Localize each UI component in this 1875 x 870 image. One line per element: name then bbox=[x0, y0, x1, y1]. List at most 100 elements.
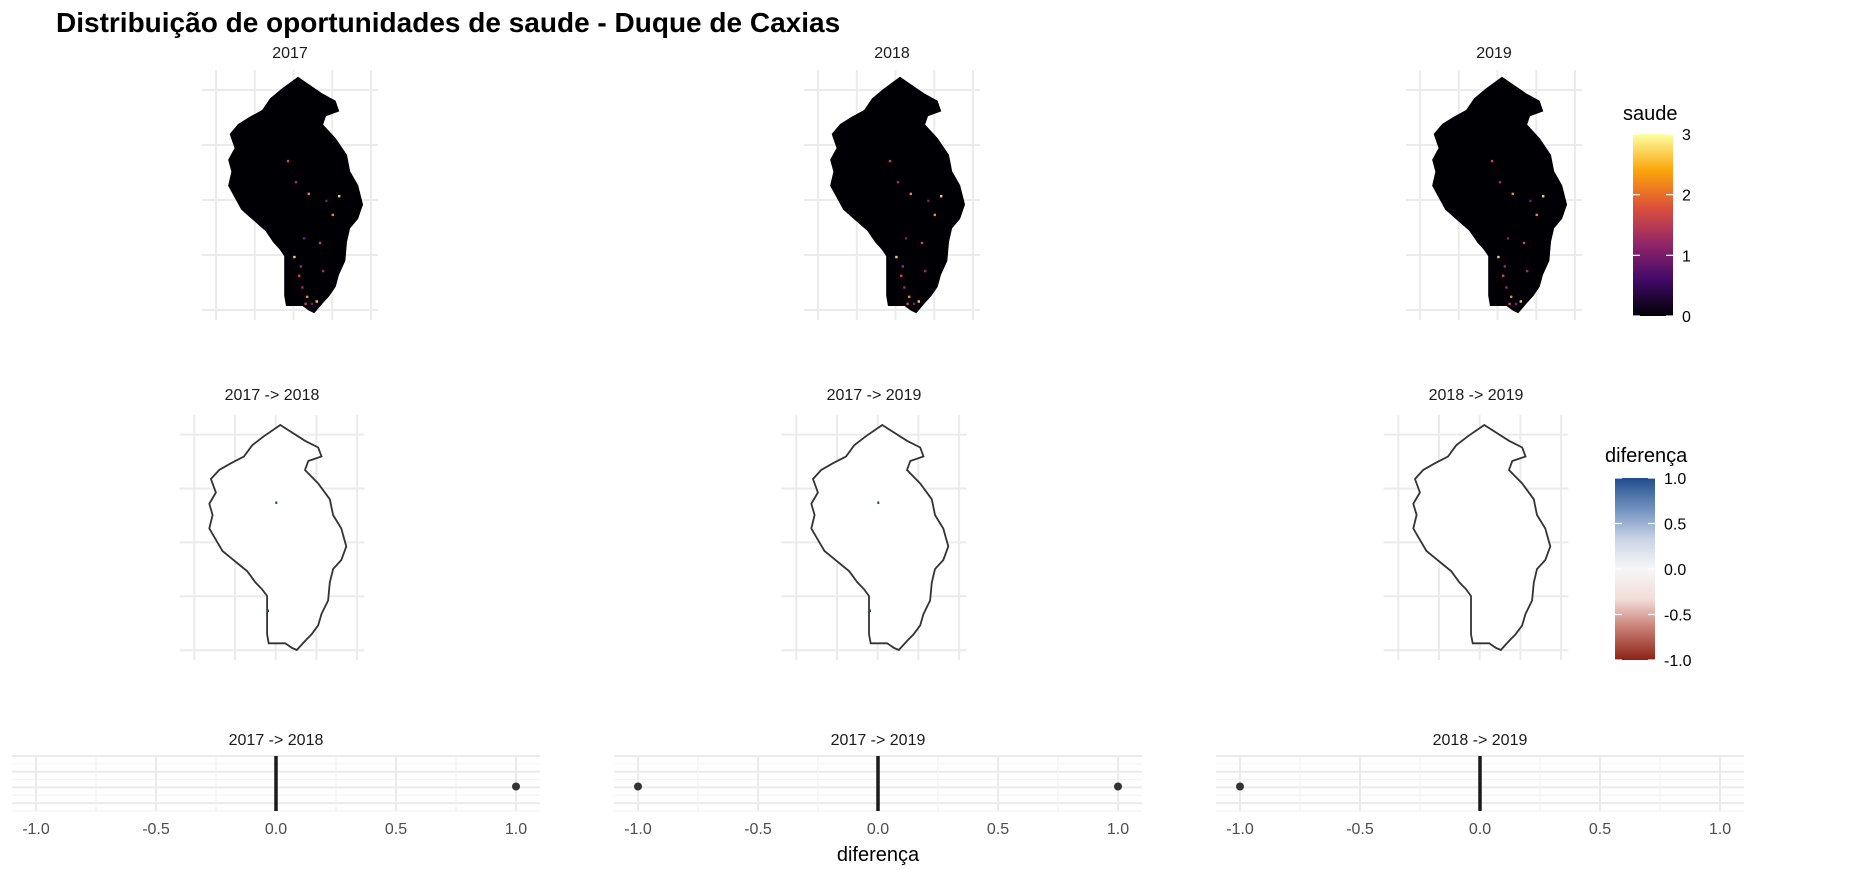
map-hotspot bbox=[901, 265, 904, 268]
strip-panel-title: 2018 -> 2019 bbox=[1433, 732, 1528, 749]
diff-region-outline bbox=[1412, 423, 1552, 652]
strip-x-tick-label: 0.5 bbox=[1589, 821, 1611, 838]
map-hotspot bbox=[920, 241, 924, 245]
map-hotspot bbox=[1505, 286, 1508, 289]
map-hotspot bbox=[286, 159, 290, 163]
map-hotspot bbox=[1508, 302, 1511, 306]
diff-mark bbox=[275, 501, 278, 504]
strip-panel-2017 -> 2018: 2017 -> 2018 -1.0 -0.5 0.0 0.5 1.0 bbox=[12, 732, 540, 838]
map-hotspot bbox=[1510, 295, 1513, 299]
map-hotspot bbox=[307, 192, 310, 196]
legend-diferenca-title: diferença bbox=[1605, 445, 1688, 467]
map-hotspot bbox=[1503, 265, 1506, 268]
map-hotspot bbox=[293, 255, 296, 259]
legend-diferenca-tick-label: 0.0 bbox=[1664, 562, 1686, 579]
map-hotspot bbox=[1522, 241, 1526, 245]
map-hotspot bbox=[1498, 180, 1502, 184]
strip-x-tick-label: 1.0 bbox=[1709, 821, 1731, 838]
strip-point bbox=[634, 782, 642, 791]
map-hotspot bbox=[1506, 237, 1510, 240]
map-hotspot bbox=[940, 195, 943, 198]
map-facet-title: 2019 bbox=[1476, 45, 1512, 62]
legend-saude-tick-label: 2 bbox=[1682, 188, 1691, 205]
map-facet-title: 2017 bbox=[272, 45, 308, 62]
diff-facet-2017 -> 2019: 2017 -> 2019 bbox=[781, 387, 967, 660]
map-hotspot bbox=[338, 195, 341, 198]
diff-mark bbox=[877, 501, 880, 504]
strip-x-tick-label: 0.0 bbox=[867, 821, 889, 838]
map-hotspot bbox=[302, 237, 306, 240]
map-hotspot bbox=[1514, 302, 1518, 306]
map-hotspot bbox=[294, 180, 298, 184]
strip-panel-title: 2017 -> 2019 bbox=[831, 732, 926, 749]
map-hotspot bbox=[322, 269, 325, 273]
diff-facet-2017 -> 2018: 2017 -> 2018 bbox=[179, 387, 365, 660]
map-hotspot bbox=[924, 269, 927, 273]
legend-saude-colorbar bbox=[1633, 134, 1673, 316]
diff-facet-2018 -> 2019: 2018 -> 2019 bbox=[1383, 387, 1569, 660]
map-row: 2017 2018 2019 bbox=[202, 45, 1582, 320]
map-hotspot bbox=[912, 302, 916, 306]
strip-x-tick-label: 1.0 bbox=[1107, 821, 1129, 838]
strip-x-tick-label: 1.0 bbox=[505, 821, 527, 838]
map-hotspot bbox=[927, 199, 930, 203]
map-hotspot bbox=[908, 295, 911, 299]
map-hotspot bbox=[1497, 255, 1500, 259]
map-hotspot bbox=[933, 213, 936, 217]
legend-saude-tick-label: 1 bbox=[1682, 248, 1691, 265]
map-hotspot bbox=[1502, 274, 1505, 277]
legend-diferenca-tick-label: 1.0 bbox=[1664, 471, 1686, 488]
map-region-shape bbox=[228, 76, 364, 314]
strip-x-tick-label: -0.5 bbox=[1346, 821, 1374, 838]
strip-x-axis-title: diferença bbox=[837, 844, 920, 866]
legend-saude-tick-label: 3 bbox=[1682, 127, 1691, 144]
strip-x-tick-label: -1.0 bbox=[624, 821, 652, 838]
chart-title: Distribuição de oportunidades de saude -… bbox=[56, 7, 840, 38]
map-facet-title: 2018 bbox=[874, 45, 910, 62]
legend-diferenca-tick-label: -0.5 bbox=[1664, 608, 1692, 625]
diff-facet-title: 2017 -> 2019 bbox=[827, 387, 922, 404]
diff-region-outline bbox=[208, 423, 348, 652]
map-hotspot bbox=[888, 159, 892, 163]
map-facet-2017: 2017 bbox=[202, 45, 378, 320]
map-hotspot bbox=[906, 302, 909, 306]
difference-map-row: 2017 -> 2018 2017 -> 2019 2018 -> 2019 bbox=[179, 387, 1569, 660]
diff-region-outline bbox=[810, 423, 950, 652]
map-hotspot bbox=[1490, 159, 1494, 163]
map-hotspot bbox=[1526, 269, 1529, 273]
map-hotspot bbox=[917, 300, 920, 303]
map-region-shape bbox=[830, 76, 966, 314]
strip-point bbox=[1114, 782, 1122, 791]
map-facet-2019: 2019 bbox=[1406, 45, 1582, 320]
diff-facet-title: 2017 -> 2018 bbox=[225, 387, 320, 404]
map-hotspot bbox=[903, 286, 906, 289]
legend-saude-tick-label: 0 bbox=[1682, 309, 1691, 326]
map-hotspot bbox=[304, 302, 307, 306]
map-hotspot bbox=[315, 300, 318, 303]
legend-saude-title: saude bbox=[1623, 103, 1678, 125]
strip-panel-2017 -> 2019: 2017 -> 2019 -1.0 -0.5 0.0 0.5 1.0 bbox=[614, 732, 1142, 838]
strip-x-tick-label: 0.5 bbox=[385, 821, 407, 838]
map-hotspot bbox=[299, 265, 302, 268]
strip-x-tick-label: -1.0 bbox=[22, 821, 50, 838]
diff-facet-title: 2018 -> 2019 bbox=[1429, 387, 1524, 404]
map-hotspot bbox=[1535, 213, 1538, 217]
strip-panel-title: 2017 -> 2018 bbox=[229, 732, 324, 749]
map-hotspot bbox=[318, 241, 322, 245]
strip-x-tick-label: 0.5 bbox=[987, 821, 1009, 838]
map-hotspot bbox=[909, 192, 912, 196]
strip-x-tick-label: -0.5 bbox=[142, 821, 170, 838]
map-hotspot bbox=[1542, 195, 1545, 198]
map-hotspot bbox=[331, 213, 334, 217]
map-hotspot bbox=[896, 180, 900, 184]
map-hotspot bbox=[301, 286, 304, 289]
map-hotspot bbox=[904, 237, 908, 240]
strip-x-tick-label: -0.5 bbox=[744, 821, 772, 838]
map-hotspot bbox=[298, 274, 301, 277]
map-hotspot bbox=[1511, 192, 1514, 196]
map-hotspot bbox=[900, 274, 903, 277]
map-hotspot bbox=[1519, 300, 1522, 303]
